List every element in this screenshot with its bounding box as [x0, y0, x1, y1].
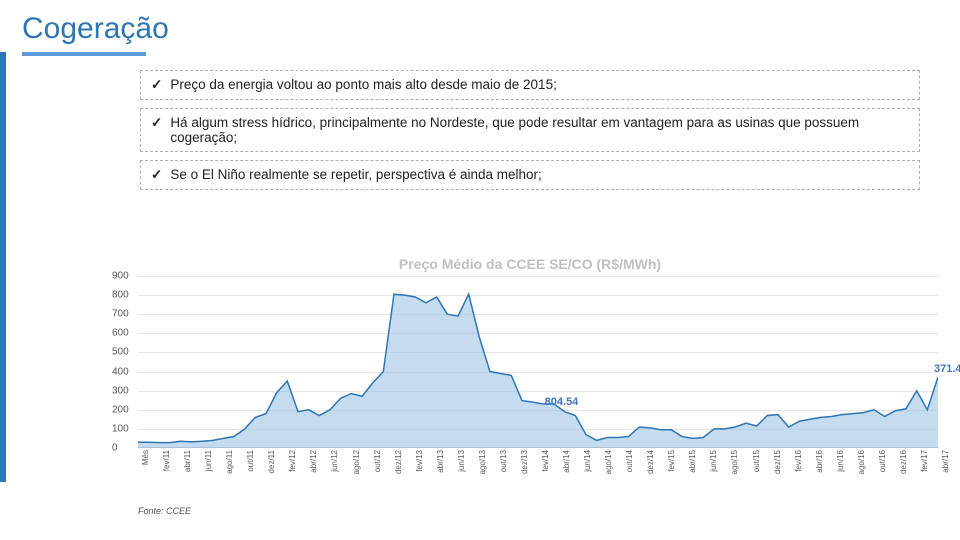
- x-tick-label: fev/17: [920, 450, 929, 472]
- source-note: Fonte: CCEE: [138, 506, 191, 516]
- end-label: 371.47: [934, 363, 960, 375]
- x-tick-label: out/13: [499, 450, 508, 472]
- x-tick-label: dez/13: [520, 450, 529, 474]
- x-tick-label: dez/15: [773, 450, 782, 474]
- x-tick-label: dez/16: [899, 450, 908, 474]
- y-tick-label: 0: [112, 443, 118, 454]
- x-tick-label: ago/11: [225, 450, 234, 474]
- x-tick-label: fev/13: [415, 450, 424, 472]
- chart-x-axis: Mês fev/11 abr/11 jun/11 ago/11 out/11 dez/11 f…: [138, 448, 938, 488]
- y-tick-label: 300: [112, 385, 129, 396]
- accent-bar: [0, 52, 6, 482]
- x-tick-label: Mês: [141, 450, 150, 465]
- chart-svg: [138, 276, 938, 448]
- x-tick-label: jun/12: [330, 450, 339, 472]
- y-tick-label: 100: [112, 423, 129, 434]
- bullet-list: ✓ Preço da energia voltou ao ponto mais a…: [140, 70, 920, 190]
- y-tick-label: 700: [112, 309, 129, 320]
- x-tick-label: out/16: [878, 450, 887, 472]
- x-tick-label: out/15: [752, 450, 761, 472]
- x-tick-label: abr/15: [688, 450, 697, 473]
- chart-title: Preço Médio da CCEE SE/CO (R$/MWh): [120, 256, 940, 272]
- x-tick-label: abr/12: [309, 450, 318, 473]
- bullet-text: Preço da energia voltou ao ponto mais al…: [170, 77, 557, 92]
- bullet-item: ✓ Preço da energia voltou ao ponto mais a…: [140, 70, 920, 100]
- chart-plot: 0100200300400500600700800900804.54371.47: [138, 276, 938, 448]
- y-tick-label: 400: [112, 366, 129, 377]
- x-tick-label: jun/14: [583, 450, 592, 472]
- check-icon: ✓: [151, 115, 162, 131]
- y-tick-label: 600: [112, 328, 129, 339]
- x-tick-label: fev/11: [162, 450, 171, 471]
- bullet-item: ✓ Se o El Niño realmente se repetir, pers…: [140, 160, 920, 190]
- y-tick-label: 900: [112, 271, 129, 282]
- x-tick-label: dez/14: [646, 450, 655, 474]
- x-tick-label: abr/17: [941, 450, 950, 473]
- x-tick-label: jun/13: [457, 450, 466, 472]
- bullet-text: Se o El Niño realmente se repetir, persp…: [170, 167, 541, 182]
- x-tick-label: out/11: [246, 450, 255, 472]
- x-tick-label: fev/15: [667, 450, 676, 472]
- x-tick-label: jun/16: [836, 450, 845, 472]
- y-tick-label: 200: [112, 404, 129, 415]
- x-tick-label: abr/13: [436, 450, 445, 473]
- x-tick-label: ago/13: [478, 450, 487, 474]
- y-tick-label: 500: [112, 347, 129, 358]
- x-tick-label: fev/12: [288, 450, 297, 472]
- peak-label: 804.54: [545, 396, 579, 408]
- x-tick-label: ago/14: [604, 450, 613, 474]
- x-tick-label: ago/15: [730, 450, 739, 474]
- price-chart: Preço Médio da CCEE SE/CO (R$/MWh) 01002…: [120, 256, 940, 516]
- x-tick-label: dez/12: [394, 450, 403, 474]
- bullet-item: ✓ Há algum stress hídrico, principalmente…: [140, 108, 920, 152]
- x-tick-label: jun/15: [709, 450, 718, 472]
- x-tick-label: out/14: [625, 450, 634, 472]
- x-tick-label: abr/16: [815, 450, 824, 473]
- page-title: Cogeração: [0, 0, 960, 46]
- check-icon: ✓: [151, 167, 162, 183]
- bullet-text: Há algum stress hídrico, principalmente …: [170, 115, 909, 145]
- title-underline: [22, 52, 146, 56]
- x-tick-label: ago/12: [352, 450, 361, 474]
- x-tick-label: dez/11: [267, 450, 276, 473]
- x-tick-label: jun/11: [204, 450, 213, 471]
- x-tick-label: abr/11: [183, 450, 192, 472]
- x-tick-label: fev/16: [794, 450, 803, 472]
- check-icon: ✓: [151, 77, 162, 93]
- x-tick-label: ago/16: [857, 450, 866, 474]
- x-tick-label: abr/14: [562, 450, 571, 473]
- x-tick-label: out/12: [373, 450, 382, 472]
- y-tick-label: 800: [112, 290, 129, 301]
- x-tick-label: fev/14: [541, 450, 550, 472]
